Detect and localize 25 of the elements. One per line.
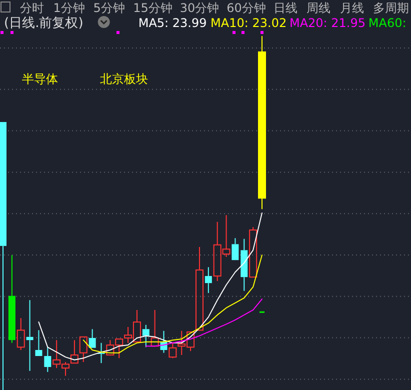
candlestick: [26, 300, 34, 372]
candlestick: [8, 254, 16, 344]
text: MA10: 23.02: [210, 16, 287, 30]
text: 60分钟: [226, 1, 266, 15]
text: 30分钟: [180, 1, 220, 15]
text: MA20: 21.95: [289, 16, 366, 30]
text: 多周期: [373, 1, 409, 15]
candlestick: [44, 346, 52, 372]
chart-title: (日线.前复权): [4, 16, 84, 31]
text: 周线: [306, 1, 330, 15]
candlestick: [142, 324, 150, 348]
candlestick: [204, 266, 212, 294]
text: 1分钟: [53, 1, 85, 15]
text: 15分钟: [133, 1, 172, 15]
text: 分时: [20, 1, 44, 15]
text: MA5: 23.99: [138, 16, 207, 30]
candlestick: [16, 318, 25, 350]
text: 月线: [340, 1, 364, 15]
text: 5分钟: [93, 1, 125, 15]
annotation: 半导体: [22, 72, 58, 86]
candlestick: [258, 36, 266, 210]
text: 日线: [273, 1, 298, 15]
annotation: 北京板块: [100, 72, 148, 86]
text: MA60:: [368, 16, 406, 30]
candlestick: [240, 238, 248, 292]
